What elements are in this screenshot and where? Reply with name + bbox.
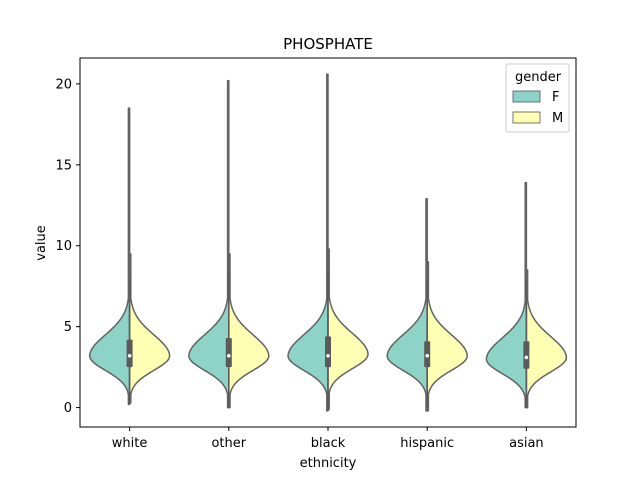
x-tick-label-asian: asian (509, 436, 544, 451)
violin-m-asian (525, 269, 568, 409)
legend-swatch-f (512, 90, 541, 103)
violin-f-hispanic (386, 198, 428, 412)
violin-m-other (228, 253, 270, 409)
violin-layer (88, 73, 568, 412)
x-tick-label-other: other (211, 436, 246, 451)
axes-layer: 0 5 10 15 20 white other black hispanic asian (55, 57, 577, 451)
y-tick-label-20: 20 (55, 77, 72, 92)
legend: gender F M (505, 63, 570, 133)
x-tick-label-white: white (112, 436, 148, 451)
median-dot-black (326, 353, 330, 358)
iqr-box-other (225, 337, 232, 368)
legend-label-f: F (552, 90, 559, 105)
median-dot-hispanic (425, 353, 430, 358)
y-tick-label-0: 0 (64, 401, 72, 416)
legend-title: gender (515, 70, 562, 85)
violin-m-black (327, 248, 369, 410)
violin-f-asian (485, 181, 528, 409)
y-axis-label: value (34, 225, 49, 261)
x-axis-label: ethnicity (300, 456, 357, 471)
chart-title: PHOSPHATE (283, 35, 373, 53)
x-tick-label-hispanic: hispanic (400, 436, 454, 451)
median-dot-asian (524, 355, 529, 360)
y-tick-label-15: 15 (55, 158, 72, 173)
y-tick-label-10: 10 (55, 239, 72, 254)
violin-m-white (128, 253, 171, 404)
iqr-box-white (126, 339, 133, 368)
violin-m-hispanic (426, 261, 468, 412)
legend-label-m: M (552, 111, 563, 126)
violin-f-black (287, 73, 329, 412)
violin-f-white (88, 107, 131, 406)
legend-swatch-m (512, 111, 541, 124)
iqr-box-black (325, 336, 331, 368)
x-tick-label-black: black (311, 436, 346, 451)
iqr-box-asian (523, 341, 530, 369)
violin-f-other (188, 79, 230, 409)
y-tick-label-5: 5 (64, 320, 72, 335)
median-dot-white (127, 353, 132, 358)
median-dot-other (227, 353, 231, 358)
